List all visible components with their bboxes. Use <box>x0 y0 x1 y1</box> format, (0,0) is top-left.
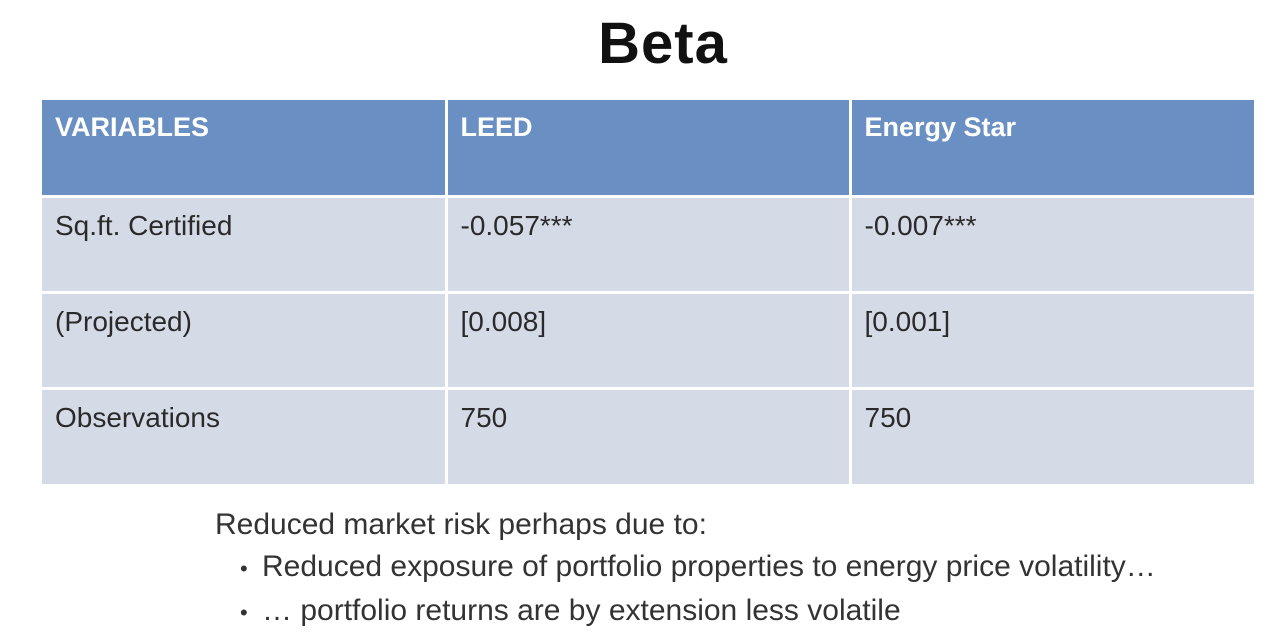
notes-intro: Reduced market risk perhaps due to: <box>215 508 707 541</box>
row-label: Observations <box>42 388 448 484</box>
column-header-leed: LEED <box>446 100 852 198</box>
row-label: (Projected) <box>42 292 448 390</box>
column-header-energy-star: Energy Star <box>850 100 1254 198</box>
notes-bullet-list: • Reduced exposure of portfolio properti… <box>215 546 1275 634</box>
energy-star-value: -0.007*** <box>850 196 1254 294</box>
table-row: Sq.ft. Certified -0.057*** -0.007*** <box>42 196 1254 294</box>
energy-star-value: 750 <box>850 388 1254 484</box>
energy-star-value: [0.001] <box>850 292 1254 390</box>
leed-value: [0.008] <box>446 292 852 390</box>
leed-value: 750 <box>446 388 852 484</box>
row-label: Sq.ft. Certified <box>42 196 448 294</box>
results-table: VARIABLES LEED Energy Star Sq.ft. Certif… <box>42 100 1254 484</box>
list-item: • Reduced exposure of portfolio properti… <box>240 546 1275 590</box>
bullet-text: Reduced exposure of portfolio properties… <box>262 550 1156 583</box>
table-row: Observations 750 750 <box>42 388 1254 484</box>
notes-section: Reduced market risk perhaps due to: • Re… <box>215 504 1275 634</box>
bullet-icon: • <box>240 556 248 581</box>
table-header-row: VARIABLES LEED Energy Star <box>42 100 1254 198</box>
leed-value: -0.057*** <box>446 196 852 294</box>
list-item: • … portfolio returns are by extension l… <box>240 590 1275 634</box>
bullet-icon: • <box>240 600 248 625</box>
bullet-text: … portfolio returns are by extension les… <box>262 594 901 627</box>
table-row: (Projected) [0.008] [0.001] <box>42 292 1254 390</box>
column-header-variables: VARIABLES <box>42 100 448 198</box>
slide-title: Beta <box>598 11 728 76</box>
